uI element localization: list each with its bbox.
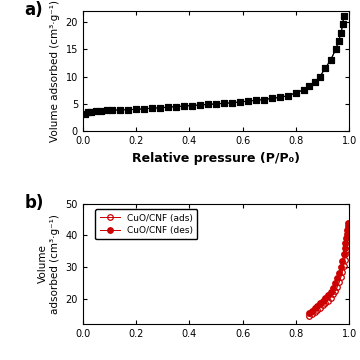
CuO/CNF (des)	[323, 296, 327, 300]
CuO/CNF (des)	[345, 228, 350, 232]
CuO/CNF (ads)	[343, 252, 348, 256]
CuO/CNF (des)	[337, 271, 342, 275]
CuO/CNF (des)	[342, 246, 347, 250]
CuO/CNF (ads)	[342, 258, 347, 262]
CuO/CNF (des)	[312, 306, 317, 310]
CuO/CNF (des)	[310, 309, 314, 313]
CuO/CNF (ads)	[337, 280, 342, 284]
CuO/CNF (des)	[326, 293, 330, 298]
CuO/CNF (ads)	[331, 292, 336, 296]
Y-axis label: Volume
adsorbed (cm³·g⁻¹): Volume adsorbed (cm³·g⁻¹)	[39, 214, 60, 314]
Legend: CuO/CNF (ads), CuO/CNF (des): CuO/CNF (ads), CuO/CNF (des)	[95, 209, 197, 239]
CuO/CNF (ads)	[326, 298, 330, 303]
CuO/CNF (ads)	[318, 305, 322, 310]
CuO/CNF (des)	[328, 289, 333, 294]
Text: a): a)	[24, 1, 43, 19]
Line: CuO/CNF (des): CuO/CNF (des)	[306, 220, 351, 316]
X-axis label: Relative pressure (P/P₀): Relative pressure (P/P₀)	[132, 152, 300, 165]
CuO/CNF (ads)	[346, 237, 351, 241]
CuO/CNF (ads)	[339, 275, 343, 279]
CuO/CNF (ads)	[333, 289, 338, 293]
CuO/CNF (ads)	[341, 264, 346, 268]
CuO/CNF (des)	[318, 301, 322, 305]
Line: CuO/CNF (ads): CuO/CNF (ads)	[306, 236, 351, 319]
CuO/CNF (ads)	[345, 240, 350, 244]
CuO/CNF (des)	[331, 285, 336, 290]
CuO/CNF (ads)	[320, 303, 325, 307]
CuO/CNF (ads)	[312, 310, 317, 314]
CuO/CNF (des)	[346, 220, 351, 225]
CuO/CNF (des)	[339, 265, 343, 269]
CuO/CNF (des)	[335, 276, 339, 280]
CuO/CNF (ads)	[315, 307, 319, 312]
CuO/CNF (ads)	[346, 238, 350, 242]
CuO/CNF (ads)	[323, 301, 327, 305]
CuO/CNF (des)	[344, 236, 348, 240]
Y-axis label: Volume adsorbed (cm³·g⁻¹): Volume adsorbed (cm³·g⁻¹)	[50, 0, 60, 142]
CuO/CNF (ads)	[307, 314, 311, 318]
CuO/CNF (ads)	[344, 247, 348, 252]
CuO/CNF (des)	[341, 252, 346, 256]
CuO/CNF (des)	[343, 241, 348, 245]
CuO/CNF (des)	[315, 303, 319, 308]
CuO/CNF (ads)	[345, 243, 349, 248]
CuO/CNF (des)	[320, 298, 325, 303]
CuO/CNF (des)	[333, 281, 338, 285]
CuO/CNF (des)	[346, 224, 350, 228]
CuO/CNF (ads)	[335, 284, 339, 289]
CuO/CNF (ads)	[328, 296, 333, 300]
CuO/CNF (ads)	[310, 312, 314, 316]
Text: b): b)	[24, 194, 44, 212]
CuO/CNF (des)	[345, 231, 349, 236]
CuO/CNF (des)	[340, 258, 345, 263]
CuO/CNF (ads)	[340, 270, 345, 274]
CuO/CNF (des)	[307, 311, 311, 315]
